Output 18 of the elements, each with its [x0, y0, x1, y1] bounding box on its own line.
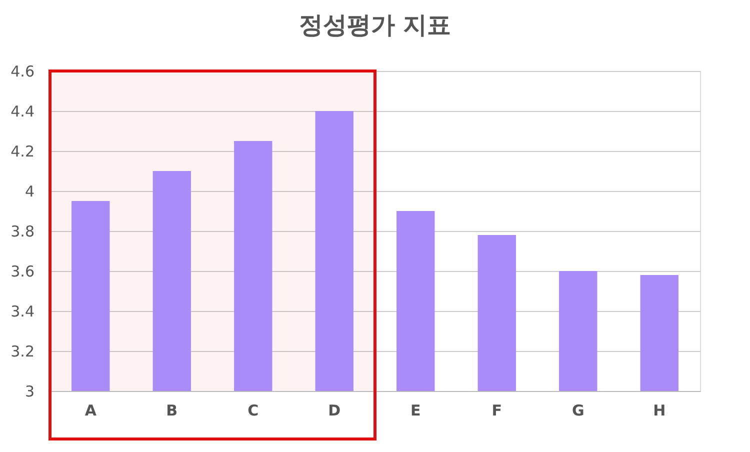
x-tick-label: G: [572, 402, 584, 420]
chart-title: 정성평가 지표: [298, 11, 452, 39]
x-tick-label: E: [410, 402, 421, 420]
y-tick-label: 4.4: [10, 102, 34, 120]
y-tick-label: 4.2: [10, 142, 34, 160]
y-tick-label: 3.2: [10, 342, 34, 360]
x-tick-label: A: [84, 402, 97, 420]
y-tick-label: 3.4: [10, 302, 34, 320]
y-tick-label: 4.6: [10, 62, 34, 80]
x-tick-label: H: [653, 402, 666, 420]
y-tick-label: 3: [24, 382, 34, 400]
x-tick-label: D: [328, 402, 341, 420]
x-tick-label: C: [248, 402, 259, 420]
y-tick-label: 3.8: [10, 222, 34, 240]
y-tick-label: 3.6: [10, 262, 34, 280]
y-tick-label: 4: [24, 182, 34, 200]
x-tick-label: B: [166, 402, 178, 420]
x-tick-label: F: [492, 402, 502, 420]
